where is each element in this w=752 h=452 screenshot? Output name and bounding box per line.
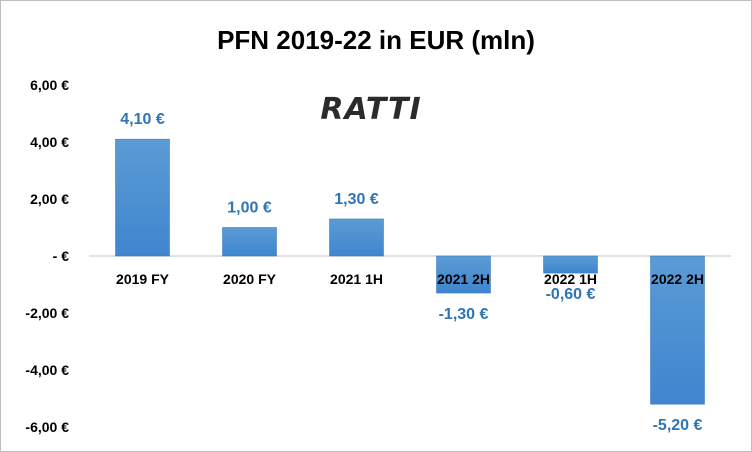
- x-axis-labels: 2019 FY 2020 FY 2021 1H 2021 2H 2022 1H 2022 …: [116, 271, 704, 287]
- y-axis: 6,00 € 4,00 € 2,00 € - € -2,00 € -4,00 € -6,00…: [25, 77, 69, 435]
- x-tick-label: 2019 FY: [116, 271, 170, 287]
- chart-title: PFN 2019-22 in EUR (mln): [217, 25, 535, 55]
- data-label: 1,30 €: [334, 191, 379, 208]
- bar-0: [115, 138, 170, 257]
- y-tick-label: 4,00 €: [30, 134, 69, 150]
- x-tick-label: 2021 2H: [437, 271, 490, 287]
- y-tick-label: -2,00 €: [25, 305, 69, 321]
- data-label: -1,30 €: [439, 306, 489, 323]
- y-tick-label: 6,00 €: [30, 77, 69, 93]
- bar-5: [650, 255, 705, 405]
- ratti-logo-text: RATTI: [320, 92, 421, 127]
- ratti-logo: RATTI: [320, 92, 421, 127]
- data-label: -0,60 €: [546, 286, 596, 303]
- y-tick-label: -6,00 €: [25, 419, 69, 435]
- x-tick-label: 2022 2H: [651, 271, 704, 287]
- x-tick-label: 2021 1H: [330, 271, 383, 287]
- bar-3: [436, 255, 491, 294]
- y-tick-label: -4,00 €: [25, 362, 69, 378]
- bar-2: [329, 218, 384, 257]
- bars: [115, 138, 705, 405]
- data-label: 1,00 €: [227, 200, 272, 217]
- bar-1: [222, 227, 277, 257]
- bar-4: [543, 255, 598, 274]
- data-label: 4,10 €: [120, 111, 165, 128]
- data-label: -5,20 €: [653, 417, 703, 434]
- data-labels: 4,10 € 1,00 € 1,30 € -1,30 € -0,60 € -5,20 €: [120, 111, 702, 434]
- x-tick-label: 2020 FY: [223, 271, 277, 287]
- y-tick-label: 2,00 €: [30, 191, 69, 207]
- x-tick-label: 2022 1H: [544, 271, 597, 287]
- y-tick-label: - €: [53, 248, 70, 264]
